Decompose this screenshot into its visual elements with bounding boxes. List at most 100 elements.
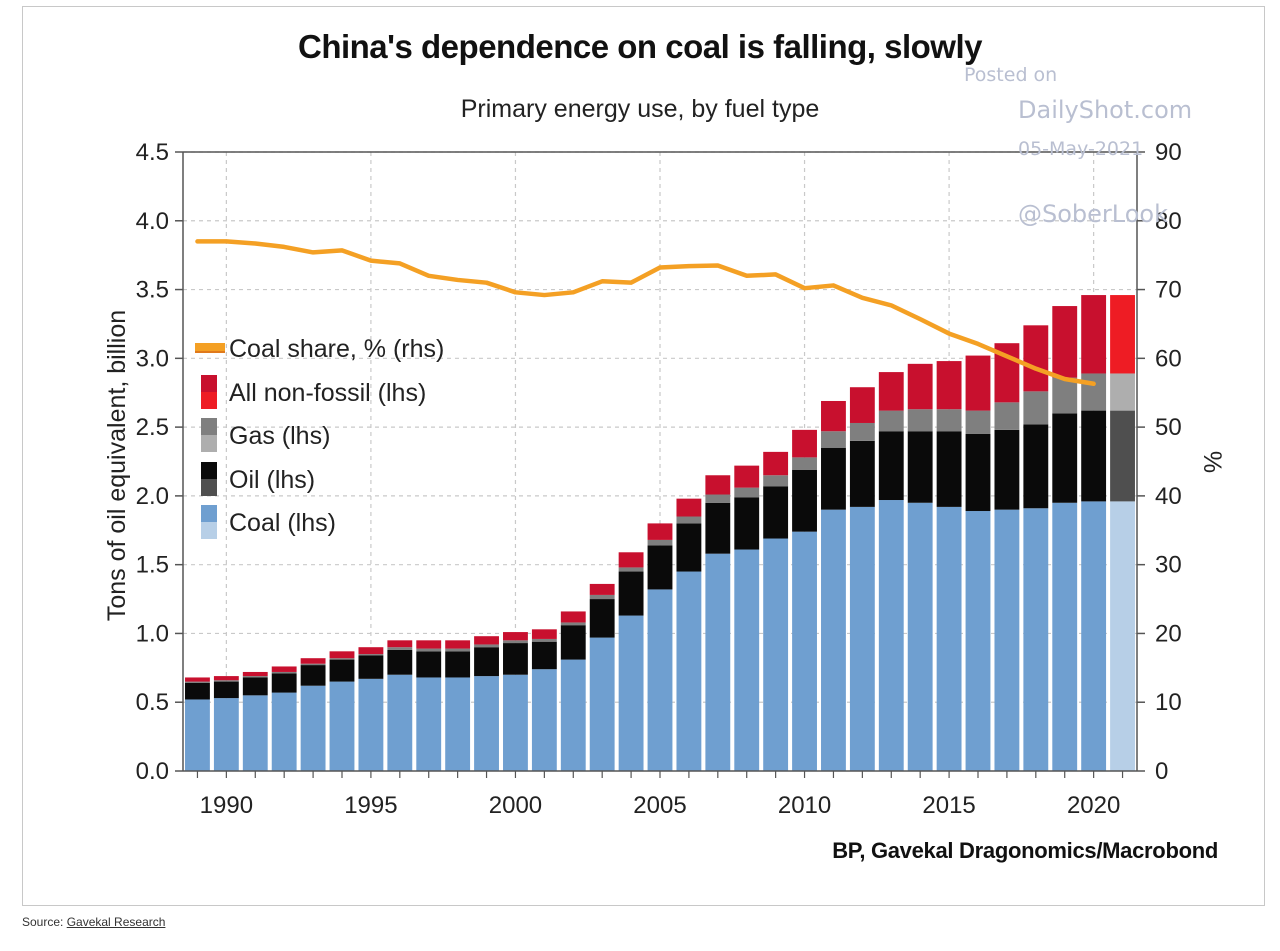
x-tick-label: 1990: [200, 792, 253, 819]
bar-gas: [936, 409, 962, 432]
y2-tick-label: 50: [1155, 414, 1182, 441]
bar-oil: [589, 599, 615, 638]
bar-nonfossil: [907, 363, 933, 410]
y2-tick-label: 80: [1155, 208, 1182, 235]
bar-gas: [792, 457, 817, 470]
bar-gas: [271, 671, 297, 674]
bar-nonfossil: [936, 361, 962, 410]
y2-axis-title: %: [1198, 451, 1226, 473]
bar-nonfossil: [965, 355, 991, 411]
y2-tick-label: 0: [1155, 758, 1168, 785]
y2-tick-label: 70: [1155, 277, 1182, 304]
bar-nonfossil: [358, 647, 384, 655]
y2-tick-label: 10: [1155, 689, 1182, 716]
bar-nonfossil: [705, 475, 731, 495]
x-tick-label: 2005: [633, 792, 686, 819]
legend-swatch-coal-projected: [201, 522, 217, 539]
y2-tick-label: 20: [1155, 620, 1182, 647]
bar-gas: [907, 409, 933, 432]
y-tick-label: 0.5: [136, 689, 169, 716]
bar-oil: [185, 682, 210, 700]
bar-coal: [1081, 501, 1107, 771]
y2-tick-label: 40: [1155, 483, 1182, 510]
bar-oil: [387, 649, 413, 675]
bar-gas: [1052, 377, 1078, 414]
y-tick-label: 4.5: [136, 139, 169, 166]
bar-gas: [185, 681, 210, 683]
bar-gas: [213, 680, 239, 682]
bar-oil: [821, 447, 846, 510]
legend-label-nonfossil: All non-fossil (lhs): [229, 379, 426, 407]
bar-coal: [387, 674, 413, 771]
chart-subtitle: Primary energy use, by fuel type: [460, 95, 820, 123]
bar-coal: [878, 500, 904, 771]
bar-gas: [965, 410, 991, 434]
footer-source: Source: Gavekal Research: [22, 915, 165, 929]
bar-gas: [763, 475, 789, 487]
bar-coal: [676, 571, 702, 771]
bar-coal: [1110, 501, 1135, 771]
bar-oil: [676, 523, 702, 572]
bar-nonfossil: [416, 640, 442, 649]
y-tick-label: 2.5: [136, 414, 169, 441]
bar-nonfossil: [647, 523, 673, 540]
bar-coal: [503, 674, 528, 771]
bar-coal: [705, 553, 731, 771]
x-tick-label: 2020: [1067, 792, 1120, 819]
bar-oil: [531, 641, 557, 670]
legend-label-coal: Coal (lhs): [229, 509, 336, 537]
bar-gas: [618, 567, 644, 572]
bar-coal: [907, 502, 933, 771]
legend-swatch-coal: [201, 505, 217, 522]
bar-nonfossil: [1081, 295, 1107, 374]
y-tick-label: 0.0: [136, 758, 169, 785]
watermark-handle: @SoberLook: [1018, 200, 1168, 228]
bar-gas: [589, 594, 615, 600]
bar-nonfossil: [878, 372, 904, 411]
bar-gas: [358, 654, 384, 656]
bar-gas: [849, 422, 875, 441]
bar-nonfossil: [445, 640, 471, 649]
footer-source-link[interactable]: Gavekal Research: [66, 915, 166, 929]
bar-nonfossil: [763, 451, 789, 476]
bar-gas: [300, 663, 326, 666]
y-tick-label: 3.5: [136, 277, 169, 304]
y2-tick-label: 30: [1155, 552, 1182, 579]
bar-nonfossil: [213, 676, 239, 681]
bar-gas: [329, 658, 355, 660]
bar-oil: [271, 673, 297, 693]
bar-oil: [734, 497, 760, 550]
bar-gas: [994, 402, 1020, 430]
bar-nonfossil: [734, 465, 760, 488]
bar-gas: [474, 644, 499, 648]
y2-tick-label: 60: [1155, 345, 1182, 372]
bar-coal: [560, 659, 586, 771]
bar-oil: [1052, 413, 1078, 503]
bar-oil: [705, 502, 731, 554]
bar-nonfossil: [300, 658, 326, 664]
bar-gas: [560, 622, 586, 626]
bar-oil: [1023, 424, 1049, 509]
bar-coal: [589, 637, 615, 771]
bar-nonfossil: [676, 498, 702, 517]
bar-coal: [358, 678, 384, 771]
bar-nonfossil: [849, 387, 875, 423]
bar-nonfossil: [474, 636, 499, 645]
bar-gas: [734, 487, 760, 498]
bar-gas: [531, 638, 557, 642]
bar-oil: [1110, 410, 1135, 502]
bar-nonfossil: [271, 666, 297, 672]
bar-gas: [1081, 373, 1107, 411]
chart-title: China's dependence on coal is falling, s…: [297, 28, 983, 65]
legend-swatch-nonfossil-projected: [201, 392, 217, 409]
bar-gas: [821, 431, 846, 448]
bar-coal: [271, 692, 297, 771]
watermark-date: 05-May-2021: [1018, 138, 1144, 160]
bar-coal: [213, 698, 239, 771]
y-axis-title: Tons of oil equivalent, billion: [103, 310, 131, 621]
bar-nonfossil: [821, 400, 846, 432]
bar-nonfossil: [329, 651, 355, 659]
bar-oil: [763, 486, 789, 539]
bar-gas: [416, 648, 442, 652]
bar-oil: [416, 651, 442, 678]
